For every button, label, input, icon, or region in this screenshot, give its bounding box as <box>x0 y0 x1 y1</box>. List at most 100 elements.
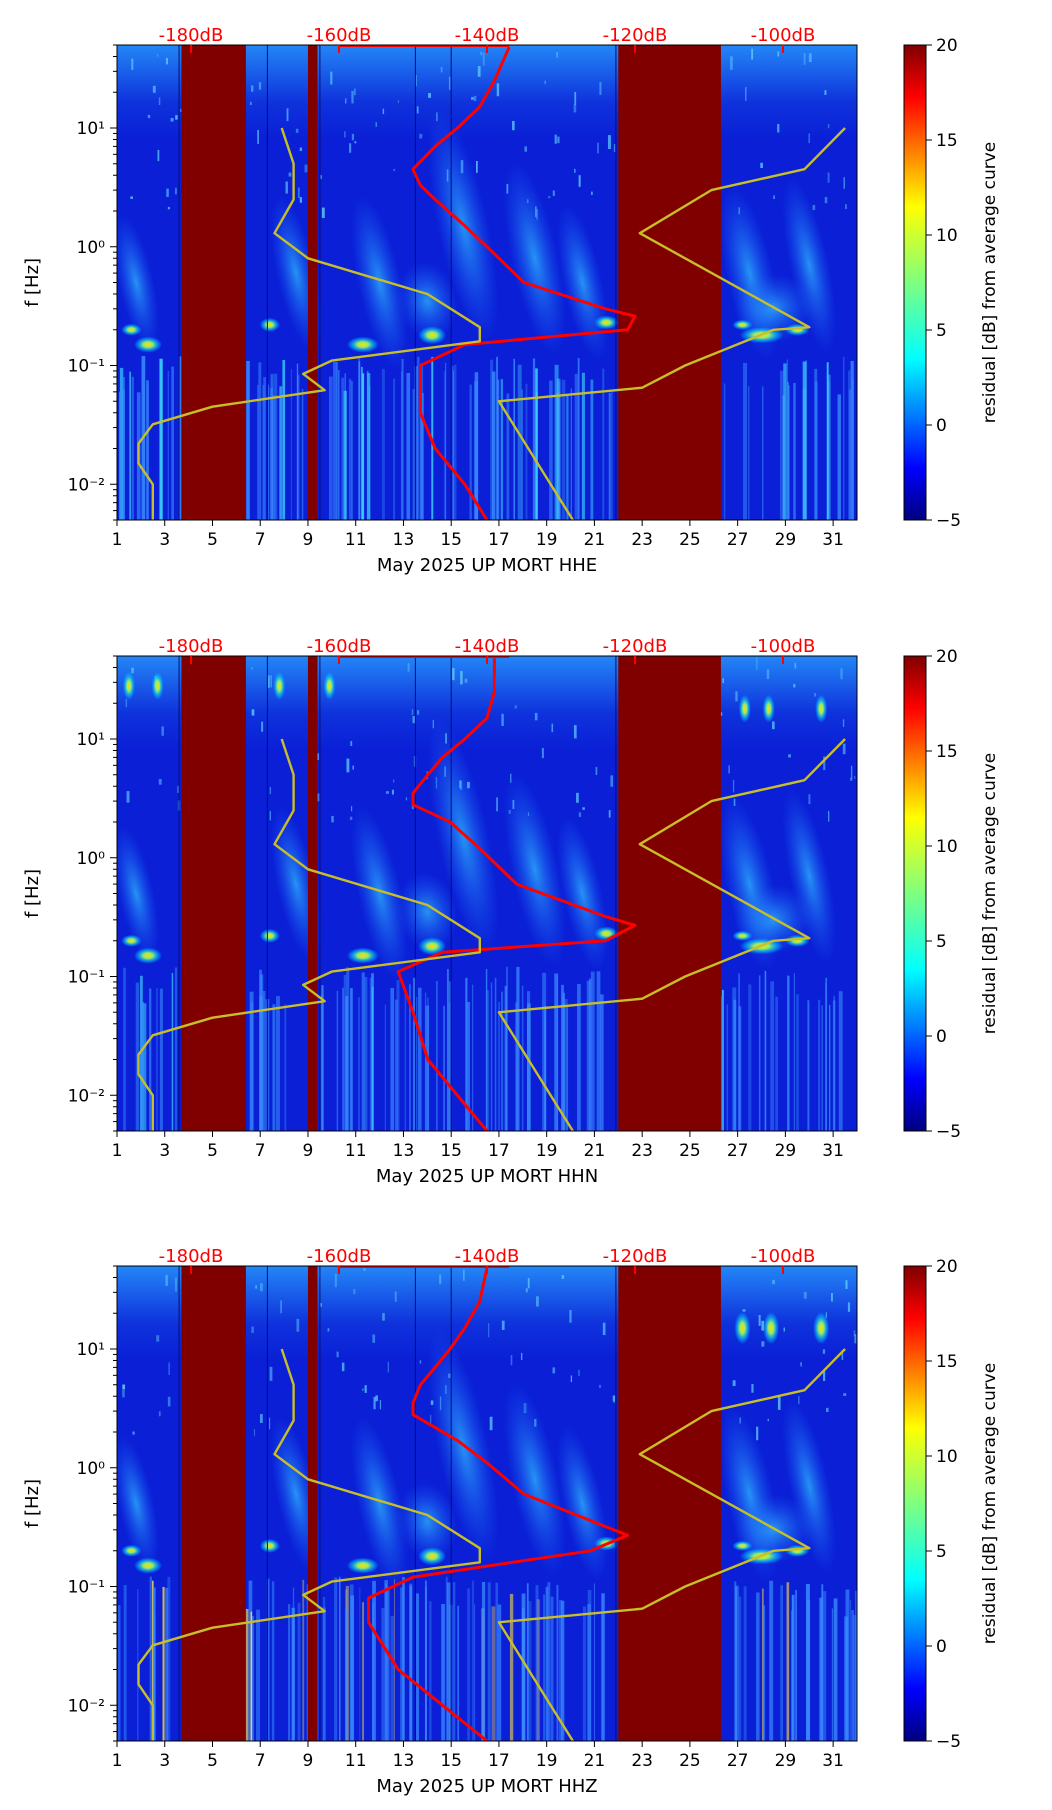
low-frequency-stripe <box>292 1587 295 1741</box>
colorbar-tick-label: 20 <box>936 36 958 56</box>
average-psd-curve <box>411 46 637 520</box>
high-frequency-speckle <box>850 765 853 780</box>
top-db-label: -100dB <box>751 636 816 657</box>
low-frequency-stripe <box>467 1588 470 1741</box>
high-frequency-speckle <box>798 1396 800 1405</box>
colorbar-tick-label: 10 <box>936 226 958 246</box>
microseism-band <box>503 160 567 357</box>
y-axis: 10⁻² 10⁻¹ 10⁰ 10¹ f [Hz] <box>22 44 117 521</box>
high-frequency-speckle <box>831 1293 833 1302</box>
high-frequency-speckle <box>269 811 271 821</box>
low-frequency-stripe <box>335 361 338 520</box>
high-frequency-speckle <box>344 131 346 138</box>
high-frequency-peak <box>734 1312 751 1345</box>
high-frequency-speckle <box>720 712 723 716</box>
x-tick-label: 15 <box>440 1141 462 1161</box>
high-frequency-speckle <box>842 719 845 727</box>
low-frequency-stripe <box>791 1610 793 1741</box>
low-frequency-stripe <box>396 980 400 1131</box>
low-frequency-stripe <box>323 1596 326 1741</box>
low-frequency-stripe <box>786 1582 790 1741</box>
low-frequency-stripe <box>542 972 547 1131</box>
high-frequency-speckle <box>824 196 828 204</box>
low-frequency-stripe <box>406 373 411 520</box>
low-frequency-stripe <box>384 1580 388 1741</box>
high-frequency-speckle <box>130 196 133 199</box>
high-frequency-speckle <box>514 705 517 709</box>
high-frequency-speckle <box>758 1315 761 1326</box>
x-tick-label: 23 <box>631 1141 653 1161</box>
high-frequency-speckle <box>125 698 128 708</box>
low-frequency-stripe <box>425 1005 430 1131</box>
high-frequency-speckle <box>299 147 303 152</box>
low-frequency-stripe <box>821 1005 824 1131</box>
low-frequency-stripe <box>404 988 407 1131</box>
high-frequency-speckle <box>488 1323 490 1338</box>
high-frequency-speckle <box>541 747 544 759</box>
high-frequency-speckle <box>771 721 775 730</box>
high-frequency-speckle <box>394 1291 397 1302</box>
low-frequency-stripe <box>566 395 569 520</box>
low-frequency-stripe <box>343 974 347 1131</box>
high-frequency-speckle <box>175 1277 177 1292</box>
low-frequency-stripe <box>506 393 510 520</box>
high-frequency-speckle <box>825 1312 827 1318</box>
colorbar-gradient <box>903 655 927 1132</box>
low-frequency-stripe <box>491 1606 496 1741</box>
high-frequency-speckle <box>375 1395 378 1402</box>
high-frequency-speckle <box>351 133 354 141</box>
y-axis-label: f [Hz] <box>22 1479 43 1528</box>
low-frequency-stripe <box>465 977 468 1131</box>
low-frequency-stripe <box>279 387 282 520</box>
top-db-label: -160dB <box>307 1246 372 1267</box>
low-frequency-stripe <box>491 371 496 520</box>
y-tick-label: 10⁰ <box>77 238 106 258</box>
high-frequency-speckle <box>814 693 816 697</box>
high-frequency-speckle <box>331 815 334 823</box>
low-frequency-stripe <box>393 378 396 520</box>
low-frequency-stripe <box>282 360 286 520</box>
low-frequency-stripe <box>290 369 292 520</box>
low-frequency-stripe <box>245 1608 249 1741</box>
reference-noise-model-curve <box>497 738 846 1131</box>
low-frequency-stripe <box>817 999 821 1131</box>
x-tick-label: 29 <box>775 1141 797 1161</box>
high-frequency-speckle <box>131 58 134 70</box>
high-frequency-speckle <box>382 108 385 115</box>
low-frequency-stripe <box>159 358 163 520</box>
high-frequency-speckle <box>845 204 847 210</box>
x-tick-label: 7 <box>255 1141 266 1161</box>
high-frequency-speckle <box>578 812 582 818</box>
high-frequency-speckle <box>259 1414 263 1423</box>
low-frequency-stripe <box>140 975 143 1131</box>
y-axis-label: f [Hz] <box>22 869 43 918</box>
high-frequency-speckle <box>608 810 611 818</box>
high-frequency-peak <box>273 671 286 700</box>
high-frequency-peak <box>813 1312 830 1345</box>
low-frequency-stripe <box>358 997 360 1131</box>
microseism-peak <box>121 1544 142 1557</box>
low-frequency-stripe <box>360 366 363 520</box>
low-frequency-stripe <box>257 384 259 520</box>
high-frequency-speckle <box>156 1335 160 1342</box>
high-frequency-speckle <box>330 71 333 85</box>
high-frequency-speckle <box>147 114 151 119</box>
low-frequency-stripe <box>814 381 818 520</box>
high-frequency-speckle <box>464 678 468 683</box>
high-frequency-speckle <box>582 807 585 810</box>
high-frequency-speckle <box>854 776 856 779</box>
colorbar-tick-label: 10 <box>936 837 958 857</box>
high-frequency-speckle <box>327 1328 330 1332</box>
low-frequency-stripe <box>429 1601 432 1741</box>
y-tick-label: 10⁻² <box>68 475 105 495</box>
high-frequency-speckle <box>405 797 407 801</box>
high-frequency-speckle <box>354 141 357 144</box>
low-frequency-stripe <box>814 368 818 520</box>
high-frequency-speckle <box>296 1318 300 1332</box>
low-frequency-stripe <box>763 1605 766 1741</box>
low-frequency-stripe <box>362 373 365 520</box>
high-frequency-speckle <box>826 1407 829 1413</box>
low-frequency-stripe <box>446 969 449 1131</box>
